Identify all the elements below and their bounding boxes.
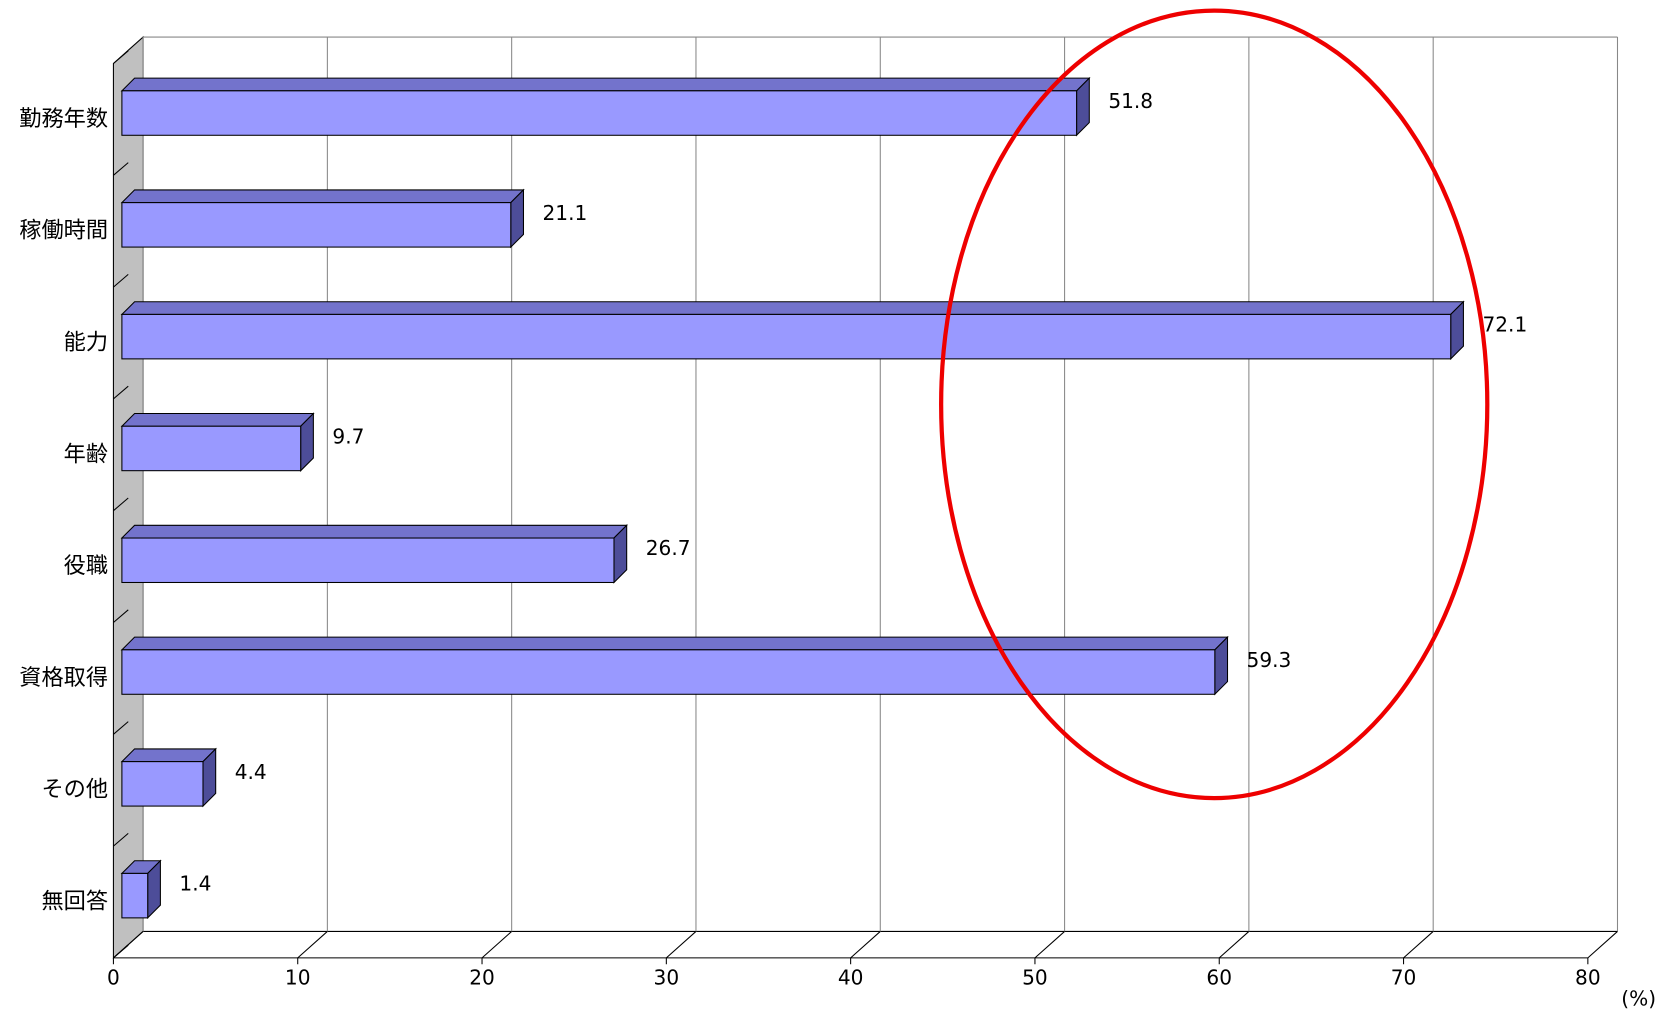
bar-front [121, 872, 149, 919]
category-tick [113, 609, 129, 623]
y-tick-label: 稼働時間 [19, 218, 108, 244]
bar-front [121, 537, 615, 584]
bar-front [121, 90, 1078, 136]
value-label: 21.1 [543, 201, 588, 225]
floor-tick [665, 931, 697, 959]
y-tick-label: 年齢 [64, 441, 108, 467]
x-tick-label: 60 [1206, 966, 1232, 990]
category-tick [113, 274, 129, 288]
x-tick-label: 40 [838, 966, 864, 990]
bar [120, 747, 217, 808]
y-tick-label: 役職 [64, 553, 108, 579]
x-tick-label: 20 [469, 966, 495, 990]
x-tick-label: 50 [1022, 966, 1048, 990]
floor-tick [297, 931, 328, 959]
category-tick [113, 497, 129, 512]
side-wall [112, 35, 144, 960]
bar-top [120, 301, 1465, 315]
bar-top [120, 524, 628, 539]
value-label: 1.4 [179, 872, 211, 896]
floor-tick [1587, 931, 1618, 959]
value-label: 51.8 [1108, 89, 1153, 113]
bar-top [120, 77, 1091, 92]
value-label: 26.7 [646, 536, 691, 560]
value-label: 72.1 [1482, 313, 1527, 337]
bar [120, 412, 315, 472]
x-tick-label: 10 [285, 966, 311, 990]
grid: 0 10 20 30 40 50 60 70 80 [107, 36, 1619, 990]
y-tick-label: 勤務年数 [19, 106, 108, 132]
value-label: 9.7 [332, 424, 364, 448]
bar-top [120, 412, 315, 427]
bar [120, 635, 1229, 696]
bar-front [121, 761, 204, 807]
bar-top [120, 636, 1229, 651]
x-tick-label: 70 [1391, 966, 1417, 990]
floor-tick [1034, 931, 1065, 959]
floor-tick [1218, 931, 1250, 959]
y-tick-label: その他 [41, 777, 108, 803]
bar-front [121, 649, 1216, 695]
value-label: 59.3 [1247, 648, 1292, 672]
highlight-ellipse [939, 8, 1490, 801]
y-tick-label: 能力 [64, 330, 108, 356]
bar [120, 188, 525, 249]
value-label: 4.4 [235, 760, 267, 784]
bar-front [121, 425, 302, 472]
x-tick-label: 0 [107, 966, 120, 990]
category-tick [113, 385, 129, 400]
bar [120, 859, 162, 920]
x-tick-label: 80 [1575, 966, 1601, 990]
bar [120, 76, 1091, 137]
y-tick-label: 無回答 [41, 889, 108, 915]
floor-tick [481, 931, 513, 959]
category-tick [113, 721, 129, 735]
x-tick-label: 30 [654, 966, 680, 990]
bar-top [120, 189, 525, 204]
category-tick [113, 50, 129, 64]
bar-front [121, 313, 1452, 360]
bar-top [120, 748, 217, 763]
category-tick [113, 944, 129, 959]
floor-tick [850, 931, 881, 959]
category-tick [113, 162, 129, 176]
bar [120, 300, 1465, 361]
bar-front [121, 202, 512, 248]
category-tick [113, 832, 129, 847]
y-tick-label: 資格取得 [19, 665, 108, 691]
floor-tick [1403, 931, 1434, 959]
x-unit-label: (%) [1621, 987, 1656, 1011]
bar [120, 524, 628, 584]
bars: 勤務年数 51.8 稼働時間 21.1 能力 72.1 年齢 9.7 役職 26.7 資格取得 59.… [19, 76, 1527, 920]
